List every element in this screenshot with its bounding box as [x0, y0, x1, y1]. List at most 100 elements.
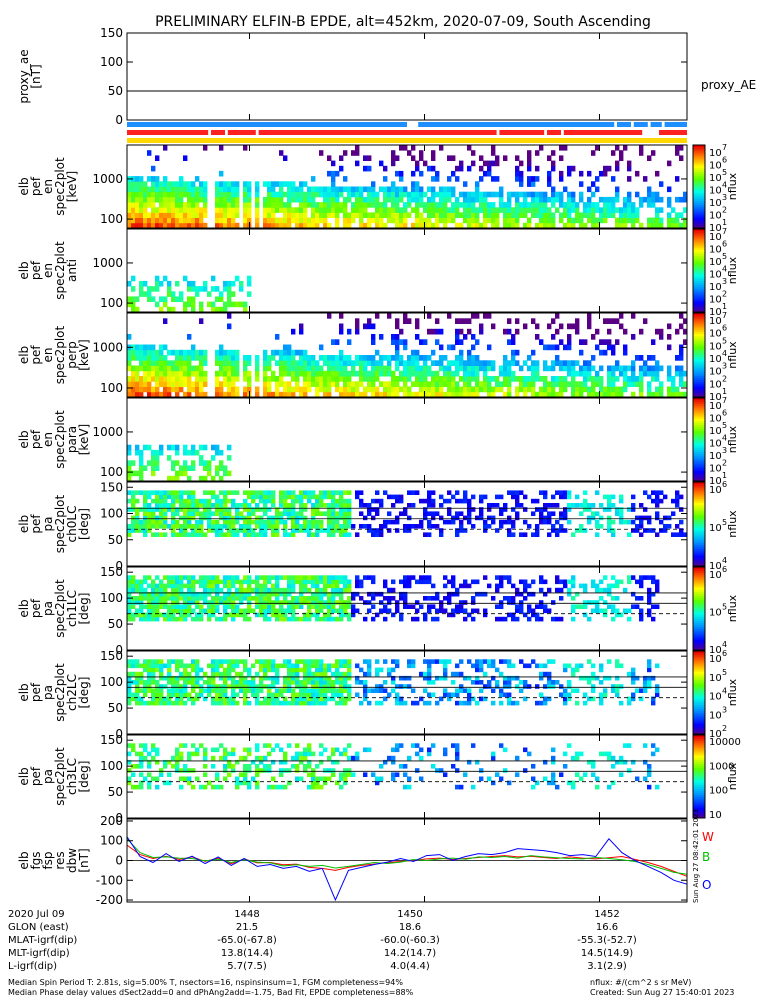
spectrogram-cell [587, 212, 592, 218]
spectrogram-cell [127, 202, 132, 208]
spectrogram-cell [135, 696, 140, 702]
spectrogram-cell [283, 612, 288, 618]
spectrogram-cell [299, 222, 304, 229]
spectrogram-cell [535, 376, 540, 382]
spectrogram-cell [675, 222, 680, 229]
spectrogram-cell [415, 579, 420, 585]
spectrogram-cell [627, 519, 632, 525]
spectrogram-cell [647, 217, 652, 224]
spectrogram-cell [639, 391, 644, 398]
spectrogram-cell [595, 490, 600, 495]
spectrogram-cell [427, 579, 432, 585]
spectrogram-cell [559, 323, 564, 330]
spectrogram-cell [247, 684, 252, 689]
spectrogram-cell [463, 600, 468, 605]
spectrogram-cell [275, 381, 280, 387]
spectrogram-cell [603, 494, 608, 500]
spectrogram-cell [431, 391, 436, 398]
spectrogram-cell [647, 370, 652, 377]
spectrogram-cell [467, 498, 472, 504]
spectrogram-cell [347, 196, 352, 203]
spectrogram-cell [347, 391, 352, 398]
spectrogram-cell [471, 579, 476, 585]
spectrogram-cell [355, 391, 360, 398]
spectrogram-cell [331, 600, 336, 605]
colorbar-cell [693, 464, 705, 467]
spectrogram-cell [439, 608, 444, 614]
spectrogram-cell [395, 391, 400, 398]
spectrogram-cell [271, 583, 276, 589]
spectrogram-cell [451, 591, 456, 597]
spectrogram-cell [607, 370, 612, 377]
spectrogram-cell [507, 370, 512, 377]
spectrogram-cell [539, 145, 544, 151]
spectrogram-cell [383, 659, 388, 664]
spectrogram-cell [443, 596, 448, 601]
spectrogram-cell [643, 528, 648, 533]
spectrogram-cell [203, 575, 208, 580]
spectrogram-cell [191, 465, 196, 471]
spectrogram-cell [587, 600, 592, 605]
spectrogram-cell [451, 344, 456, 351]
spectrogram-cell [539, 511, 544, 516]
spectrogram-cell [183, 465, 188, 471]
spectrogram-cell [551, 217, 556, 224]
spectrogram-cell [339, 507, 344, 512]
spectrogram-cell [475, 515, 480, 521]
spectrogram-cell [439, 381, 444, 387]
spectrogram-cell [331, 519, 336, 525]
spectrogram-cell [199, 207, 204, 213]
spectrogram-cell [155, 222, 160, 229]
spectrogram-cell [151, 667, 156, 673]
spectrogram-cell [595, 186, 600, 193]
spectrogram-cell [131, 202, 136, 208]
spectrogram-cell [299, 503, 304, 508]
spectrogram-cell [423, 532, 428, 537]
spectrogram-cell [507, 391, 512, 398]
spectrogram-cell [319, 671, 324, 677]
spectrogram-cell [255, 507, 260, 512]
spectrogram-cell [335, 608, 340, 614]
spectrogram-cell [559, 386, 564, 393]
spectrogram-cell [131, 671, 136, 677]
spectrogram-cell [271, 222, 276, 229]
spectrogram-cell [339, 511, 344, 516]
spectrogram-cell [155, 700, 160, 706]
spectrogram-cell [279, 515, 284, 521]
spectrogram-cell [279, 150, 284, 156]
spectrogram-cell [527, 181, 532, 187]
spectrogram-cell [207, 511, 212, 516]
spectrogram-cell [387, 386, 392, 393]
spectrogram-cell [315, 616, 320, 622]
spectrogram-cell [143, 587, 148, 593]
spectrogram-cell [507, 600, 512, 605]
spectrogram-cell [179, 675, 184, 681]
spectrogram-cell [647, 196, 652, 203]
spectrogram-cell [291, 494, 296, 500]
spectrogram-cell [671, 222, 676, 229]
colorbar-cell [693, 549, 705, 552]
spectrogram-cell [275, 579, 280, 585]
spectrogram-cell [371, 323, 376, 330]
spectrogram-cell [215, 444, 220, 451]
spectrogram-cell [315, 579, 320, 585]
panel-e2-frame [126, 228, 688, 313]
spectrogram-cell [255, 696, 260, 702]
spectrogram-cell [223, 370, 228, 377]
spectrogram-cell [619, 155, 624, 161]
spectrogram-cell [283, 222, 288, 229]
spectrogram-cell [239, 587, 244, 593]
spectrogram-cell [147, 575, 152, 580]
spectrogram-cell [503, 616, 508, 622]
spectrogram-cell [175, 444, 180, 451]
spectrogram-cell [163, 498, 168, 504]
spectrogram-cell [343, 360, 348, 366]
spectrogram-cell [475, 608, 480, 614]
spectrogram-cell [455, 207, 460, 213]
spectrogram-cell [271, 376, 276, 382]
spectrogram-cell [415, 370, 420, 377]
spectrogram-cell [579, 370, 584, 377]
spectrogram-cell [571, 370, 576, 377]
spectrogram-cell [611, 176, 616, 182]
spectrogram-cell [407, 150, 412, 156]
